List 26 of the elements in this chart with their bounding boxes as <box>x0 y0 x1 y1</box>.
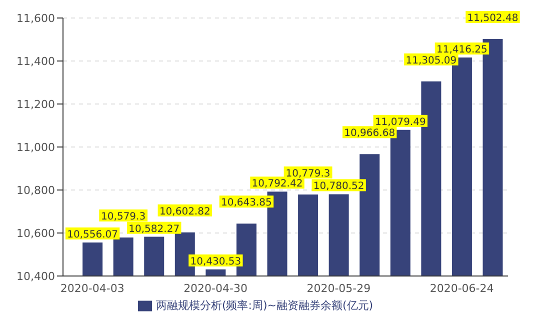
x-tick-label: 2020-04-03 <box>60 282 124 295</box>
x-tick-label: 2020-06-24 <box>430 282 494 295</box>
data-label: 10,643.85 <box>221 198 272 209</box>
data-label: 10,602.82 <box>159 206 210 218</box>
data-label: 11,079.49 <box>374 116 426 128</box>
x-tick-label: 2020-04-30 <box>184 282 248 295</box>
data-label: 11,502.48 <box>467 12 518 24</box>
data-label: 11,416.25 <box>436 44 488 56</box>
legend-label: 两融规模分析(频率:周)~融资融券余额(亿元) <box>156 299 374 312</box>
y-tick-label: 10,600 <box>16 226 55 240</box>
data-label: 10,779.3 <box>286 168 330 180</box>
data-label: 10,430.53 <box>190 256 242 268</box>
data-label: 10,966.68 <box>344 128 396 140</box>
data-label: 10,780.52 <box>313 181 364 192</box>
data-label: 11,305.09 <box>406 55 457 66</box>
data-label: 10,582.27 <box>128 224 180 235</box>
x-tick-label: 2020-05-29 <box>306 282 371 295</box>
y-tick-label: 10,400 <box>16 270 55 283</box>
y-tick-label: 11,600 <box>16 12 55 25</box>
y-tick-label: 11,000 <box>16 140 55 154</box>
y-tick-label: 11,200 <box>16 98 55 111</box>
y-tick-label: 11,400 <box>16 54 55 68</box>
y-tick-label: 10,800 <box>16 184 55 197</box>
data-label: 10,556.07 <box>67 229 118 240</box>
data-label: 10,579.3 <box>101 211 146 222</box>
data-label: 10,792.42 <box>252 178 303 190</box>
